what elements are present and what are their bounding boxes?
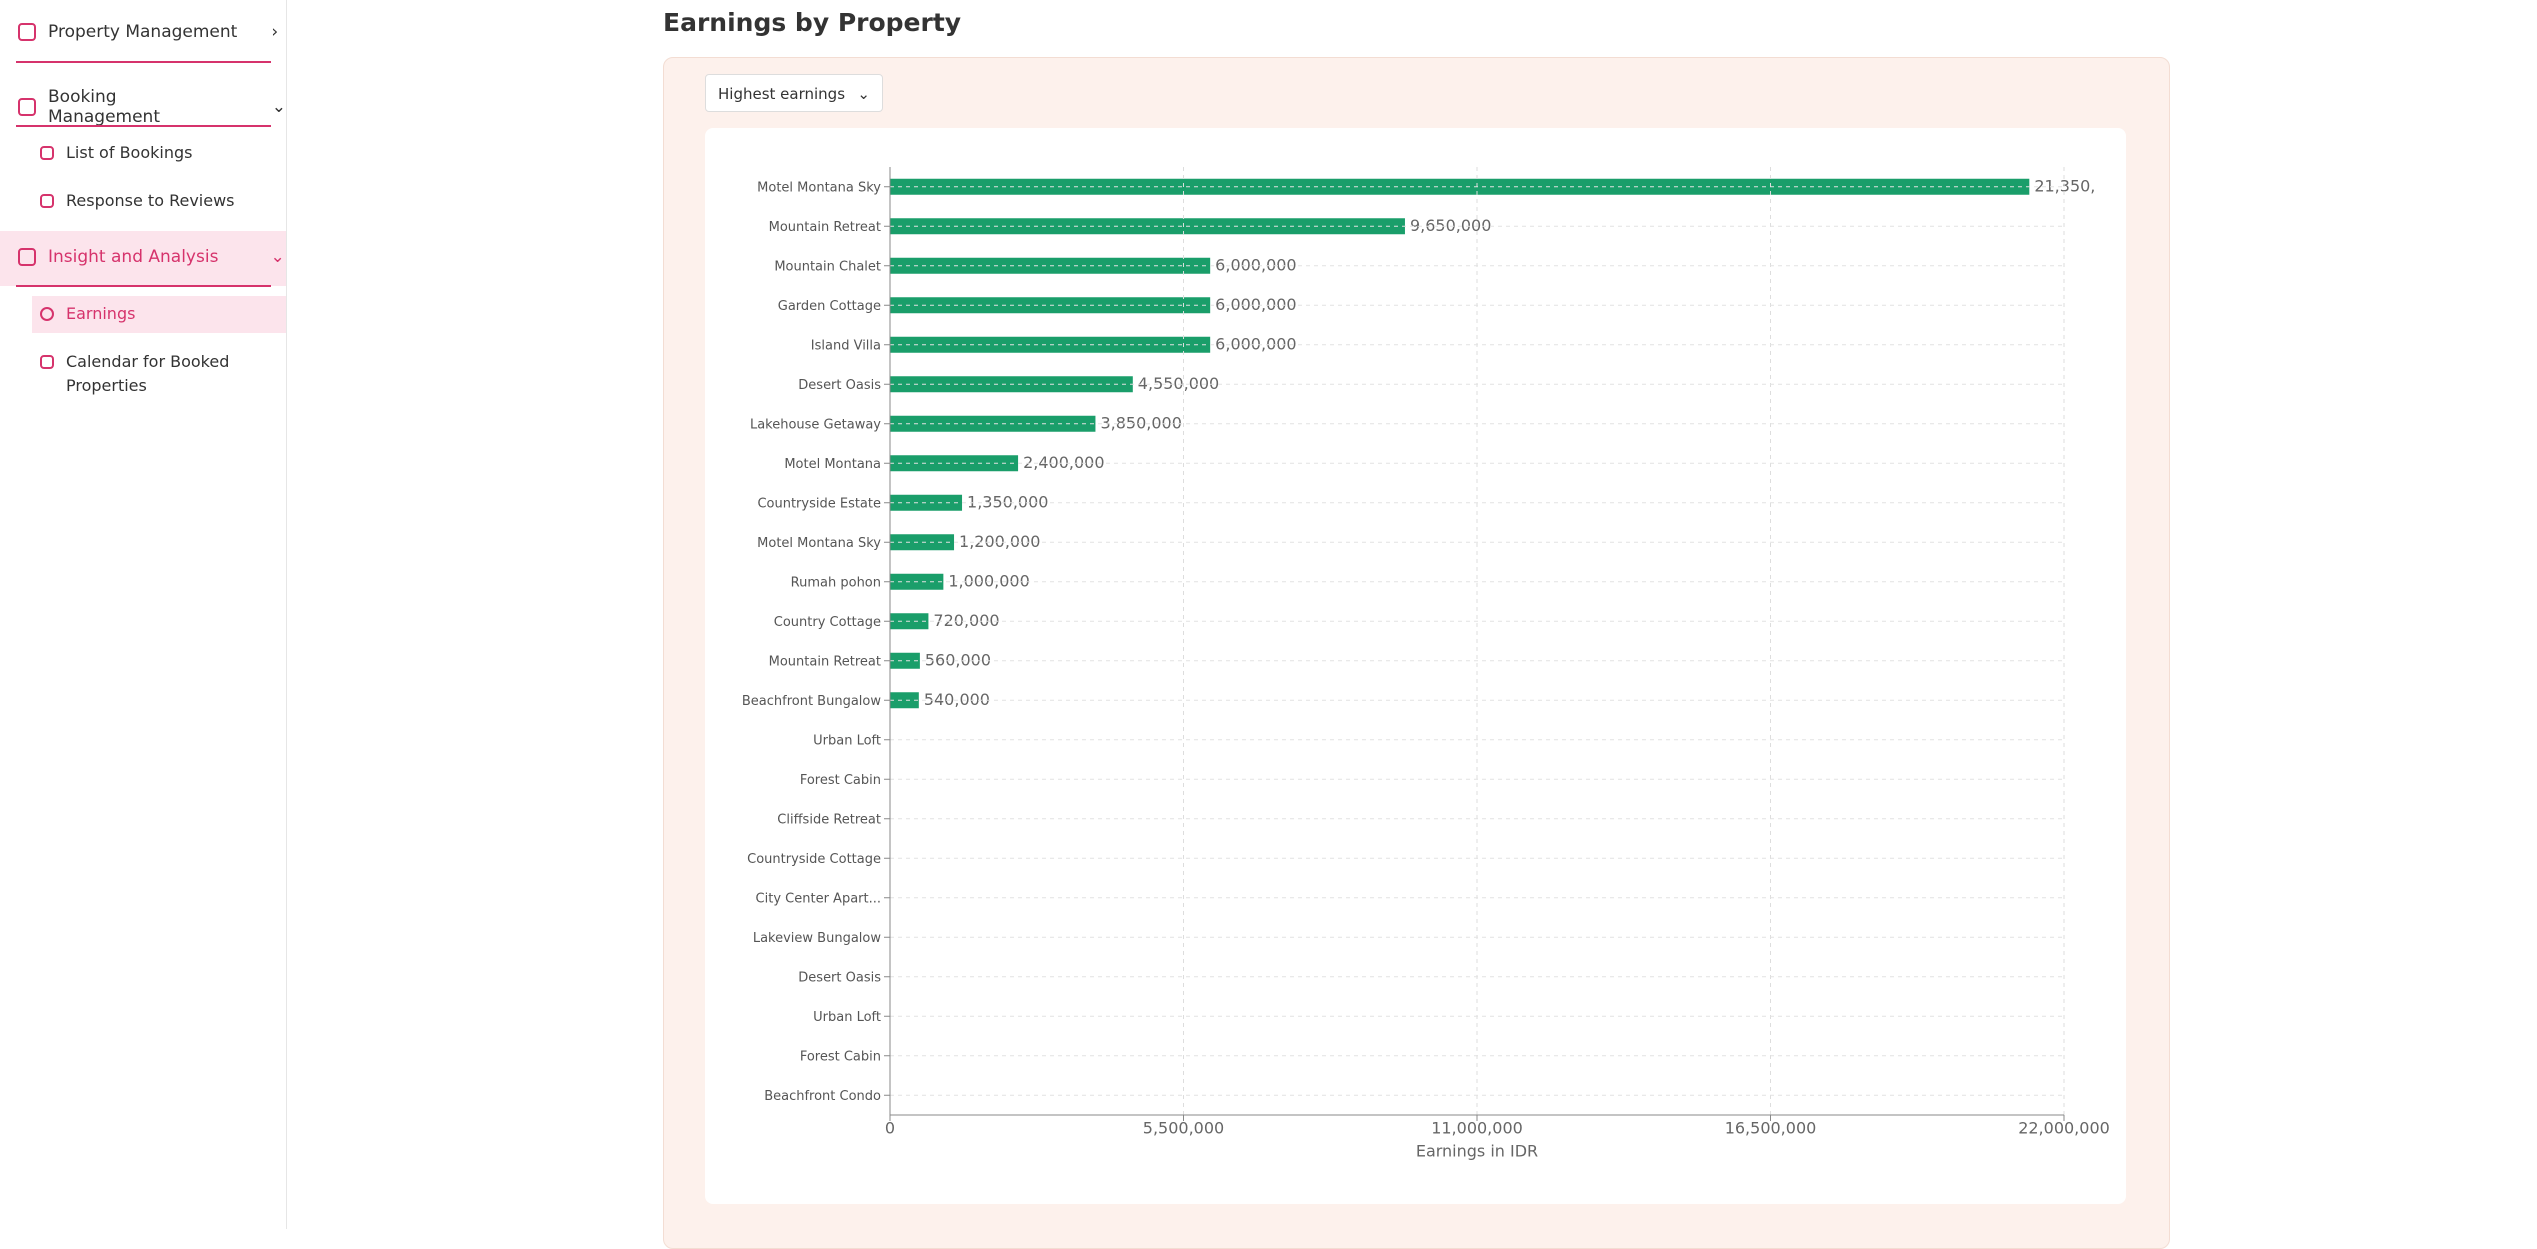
- y-tick-label: Countryside Estate: [757, 496, 881, 511]
- nav-label: Insight and Analysis: [48, 247, 219, 267]
- y-tick-label: Motel Montana Sky: [757, 180, 881, 195]
- y-tick-label: Mountain Retreat: [769, 654, 881, 669]
- nav-label: Booking Management: [48, 87, 160, 127]
- x-tick-label: 16,500,000: [1725, 1119, 1817, 1138]
- value-label: 4,550,000: [1138, 374, 1219, 393]
- nav-item[interactable]: Booking Management ⌄: [18, 87, 286, 127]
- y-tick-label: Beachfront Bungalow: [742, 694, 882, 709]
- bar: [890, 652, 920, 669]
- bar: [890, 692, 919, 709]
- value-label: 720,000: [933, 611, 999, 630]
- y-tick-label: Lakehouse Getaway: [750, 417, 881, 432]
- value-label: 560,000: [925, 650, 991, 669]
- nav-label: Earnings: [66, 304, 136, 323]
- y-tick-label: Cliffside Retreat: [777, 812, 881, 827]
- y-tick-label: Rumah pohon: [791, 575, 881, 590]
- nav-item[interactable]: Calendar for Booked Properties: [40, 350, 260, 398]
- nav-item[interactable]: Earnings: [40, 304, 135, 323]
- page-title: Earnings by Property: [663, 8, 962, 37]
- value-label: 3,850,000: [1100, 413, 1181, 432]
- nav-item[interactable]: List of Bookings: [40, 143, 192, 162]
- value-label: 540,000: [924, 690, 990, 709]
- nav-item[interactable]: Response to Reviews: [40, 191, 235, 210]
- y-tick-label: Desert Oasis: [798, 970, 881, 985]
- x-tick-label: 5,500,000: [1143, 1119, 1224, 1138]
- y-tick-label: Country Cottage: [774, 615, 881, 630]
- bar: [890, 415, 1096, 432]
- y-tick-label: Garden Cottage: [778, 299, 881, 314]
- y-tick-label: Mountain Chalet: [774, 259, 881, 274]
- y-tick-label: Motel Montana Sky: [757, 536, 881, 551]
- y-tick-label: Island Villa: [811, 338, 881, 353]
- nav-label: Property Management: [48, 22, 238, 42]
- y-tick-label: Urban Loft: [813, 1010, 881, 1025]
- value-label: 21,350,000: [2034, 176, 2126, 195]
- y-tick-label: Forest Cabin: [800, 1049, 881, 1064]
- nav-label: Response to Reviews: [66, 191, 235, 210]
- value-label: 6,000,000: [1215, 255, 1296, 274]
- y-tick-label: Forest Cabin: [800, 773, 881, 788]
- bar: [890, 494, 963, 511]
- value-label: 1,200,000: [959, 532, 1040, 551]
- dropdown-label: Highest earnings: [718, 85, 846, 103]
- nav-label: List of Bookings: [66, 143, 193, 162]
- value-label: 6,000,000: [1215, 334, 1296, 353]
- value-label: 9,650,000: [1410, 216, 1491, 235]
- nav-label: Calendar for Booked Properties: [66, 352, 230, 395]
- y-tick-label: Motel Montana: [784, 457, 881, 472]
- nav-item[interactable]: Insight and Analysis ⌄: [18, 247, 285, 267]
- y-tick-label: Countryside Cottage: [747, 852, 881, 867]
- y-tick-label: Urban Loft: [813, 733, 881, 748]
- y-tick-label: Beachfront Condo: [764, 1089, 881, 1104]
- y-tick-label: Mountain Retreat: [769, 220, 881, 235]
- value-label: 2,400,000: [1023, 453, 1104, 472]
- value-label: 6,000,000: [1215, 295, 1296, 314]
- y-tick-label: Lakeview Bungalow: [753, 931, 882, 946]
- nav-item[interactable]: Property Management ›: [18, 22, 278, 42]
- x-tick-label: 0: [885, 1119, 895, 1138]
- sidebar: Property Management › Booking Management ⌄…: [0, 0, 287, 1229]
- x-tick-label: 11,000,000: [1431, 1119, 1523, 1138]
- y-tick-label: Desert Oasis: [798, 378, 881, 393]
- value-label: 1,000,000: [948, 571, 1029, 590]
- sort-dropdown[interactable]: Highest earnings ⌄: [705, 74, 883, 112]
- x-tick-label: 22,000,000: [2018, 1119, 2110, 1138]
- y-tick-label: City Center Apart...: [756, 891, 881, 906]
- x-axis-title: Earnings in IDR: [1416, 1142, 1538, 1161]
- value-label: 1,350,000: [967, 492, 1048, 511]
